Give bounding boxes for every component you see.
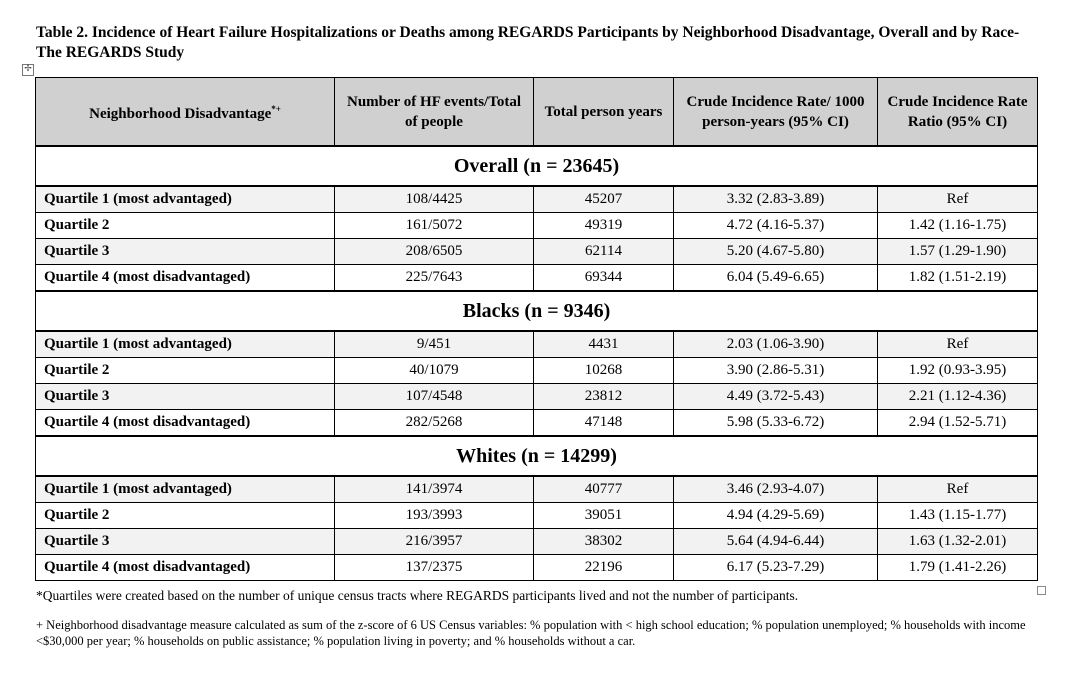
cell-ratio: 2.21 (1.12-4.36): [877, 383, 1038, 410]
cell-events: 216/3957: [334, 528, 534, 555]
cell-rate: 4.49 (3.72-5.43): [673, 383, 878, 410]
cell-person-years: 47148: [533, 409, 674, 437]
cell-group: Quartile 3: [35, 383, 335, 410]
cell-group: Quartile 1 (most advantaged): [35, 330, 335, 358]
cell-ratio: 1.79 (1.41-2.26): [877, 554, 1038, 581]
cell-person-years: 23812: [533, 383, 674, 410]
section-title: Overall (n = 23645): [35, 145, 1038, 187]
table-row: Quartile 1 (most advantaged) 141/3974 40…: [35, 475, 1038, 503]
header-person-years: Total person years: [533, 77, 674, 147]
cell-group: Quartile 1 (most advantaged): [35, 185, 335, 213]
cell-rate: 6.04 (5.49-6.65): [673, 264, 878, 292]
cell-rate: 2.03 (1.06-3.90): [673, 330, 878, 358]
cell-events: 161/5072: [334, 212, 534, 239]
cell-group: Quartile 2: [35, 357, 335, 384]
section-title: Blacks (n = 9346): [35, 290, 1038, 332]
cell-ratio: 1.57 (1.29-1.90): [877, 238, 1038, 265]
section-blacks: Blacks (n = 9346) Quartile 1 (most advan…: [35, 290, 1038, 437]
section-title: Whites (n = 14299): [35, 435, 1038, 477]
cell-ratio: Ref: [877, 330, 1038, 358]
footnote-disadvantage-measure: + Neighborhood disadvantage measure calc…: [36, 618, 1026, 648]
cell-group: Quartile 4 (most disadvantaged): [35, 554, 335, 581]
cell-ratio: 2.94 (1.52-5.71): [877, 409, 1038, 437]
incidence-table: Neighborhood Disadvantage*+ Number of HF…: [35, 77, 1038, 581]
cell-group: Quartile 1 (most advantaged): [35, 475, 335, 503]
cell-ratio: 1.92 (0.93-3.95): [877, 357, 1038, 384]
header-incidence-rate: Crude Incidence Rate/ 1000 person-years …: [673, 77, 878, 147]
cell-events: 141/3974: [334, 475, 534, 503]
cell-ratio: 1.43 (1.15-1.77): [877, 502, 1038, 529]
table-row: Quartile 4 (most disadvantaged) 225/7643…: [35, 264, 1038, 292]
cell-rate: 5.98 (5.33-6.72): [673, 409, 878, 437]
table-row: Quartile 1 (most advantaged) 9/451 4431 …: [35, 330, 1038, 358]
table-row: Quartile 4 (most disadvantaged) 282/5268…: [35, 409, 1038, 437]
cell-group: Quartile 3: [35, 528, 335, 555]
cell-rate: 3.90 (2.86-5.31): [673, 357, 878, 384]
cell-ratio: 1.82 (1.51-2.19): [877, 264, 1038, 292]
cell-person-years: 4431: [533, 330, 674, 358]
header-neighborhood-disadvantage: Neighborhood Disadvantage*+: [35, 77, 335, 147]
cell-rate: 3.46 (2.93-4.07): [673, 475, 878, 503]
cell-rate: 3.32 (2.83-3.89): [673, 185, 878, 213]
cell-rate: 4.72 (4.16-5.37): [673, 212, 878, 239]
header-row: Neighborhood Disadvantage*+ Number of HF…: [35, 77, 1038, 147]
cell-events: 225/7643: [334, 264, 534, 292]
cell-group: Quartile 2: [35, 212, 335, 239]
table-row: Quartile 3 216/3957 38302 5.64 (4.94-6.4…: [35, 528, 1038, 555]
table-title: Table 2. Incidence of Heart Failure Hosp…: [36, 24, 1020, 61]
cell-group: Quartile 2: [35, 502, 335, 529]
cell-ratio: Ref: [877, 475, 1038, 503]
cell-ratio: 1.42 (1.16-1.75): [877, 212, 1038, 239]
cell-person-years: 49319: [533, 212, 674, 239]
cell-ratio: 1.63 (1.32-2.01): [877, 528, 1038, 555]
section-whites: Whites (n = 14299) Quartile 1 (most adva…: [35, 435, 1038, 581]
section-overall: Overall (n = 23645) Quartile 1 (most adv…: [35, 145, 1038, 292]
cell-events: 107/4548: [334, 383, 534, 410]
cell-events: 193/3993: [334, 502, 534, 529]
cell-events: 208/6505: [334, 238, 534, 265]
cell-person-years: 38302: [533, 528, 674, 555]
cell-person-years: 62114: [533, 238, 674, 265]
cell-rate: 6.17 (5.23-7.29): [673, 554, 878, 581]
cell-rate: 4.94 (4.29-5.69): [673, 502, 878, 529]
cell-events: 137/2375: [334, 554, 534, 581]
cell-person-years: 22196: [533, 554, 674, 581]
cell-rate: 5.64 (4.94-6.44): [673, 528, 878, 555]
cell-events: 108/4425: [334, 185, 534, 213]
cell-person-years: 10268: [533, 357, 674, 384]
cell-group: Quartile 3: [35, 238, 335, 265]
table-row: Quartile 4 (most disadvantaged) 137/2375…: [35, 554, 1038, 581]
cell-events: 282/5268: [334, 409, 534, 437]
cell-group: Quartile 4 (most disadvantaged): [35, 264, 335, 292]
cell-person-years: 40777: [533, 475, 674, 503]
cell-events: 40/1079: [334, 357, 534, 384]
move-cross-icon[interactable]: ✢: [22, 64, 34, 76]
table-row: Quartile 3 107/4548 23812 4.49 (3.72-5.4…: [35, 383, 1038, 410]
cell-group: Quartile 4 (most disadvantaged): [35, 409, 335, 437]
table-row: Quartile 2 161/5072 49319 4.72 (4.16-5.3…: [35, 212, 1038, 239]
cell-person-years: 69344: [533, 264, 674, 292]
table-row: Quartile 3 208/6505 62114 5.20 (4.67-5.8…: [35, 238, 1038, 265]
cell-rate: 5.20 (4.67-5.80): [673, 238, 878, 265]
cell-ratio: Ref: [877, 185, 1038, 213]
table-row: Quartile 2 40/1079 10268 3.90 (2.86-5.31…: [35, 357, 1038, 384]
header-hf-events: Number of HF events/Total of people: [334, 77, 534, 147]
cell-person-years: 45207: [533, 185, 674, 213]
header-rate-ratio: Crude Incidence Rate Ratio (95% CI): [877, 77, 1038, 147]
footnote-quartiles: *Quartiles were created based on the num…: [36, 588, 799, 603]
table-row: Quartile 1 (most advantaged) 108/4425 45…: [35, 185, 1038, 213]
cell-events: 9/451: [334, 330, 534, 358]
resize-square-icon[interactable]: [1037, 586, 1046, 595]
table-row: Quartile 2 193/3993 39051 4.94 (4.29-5.6…: [35, 502, 1038, 529]
cell-person-years: 39051: [533, 502, 674, 529]
header-superscript: *+: [271, 104, 281, 114]
